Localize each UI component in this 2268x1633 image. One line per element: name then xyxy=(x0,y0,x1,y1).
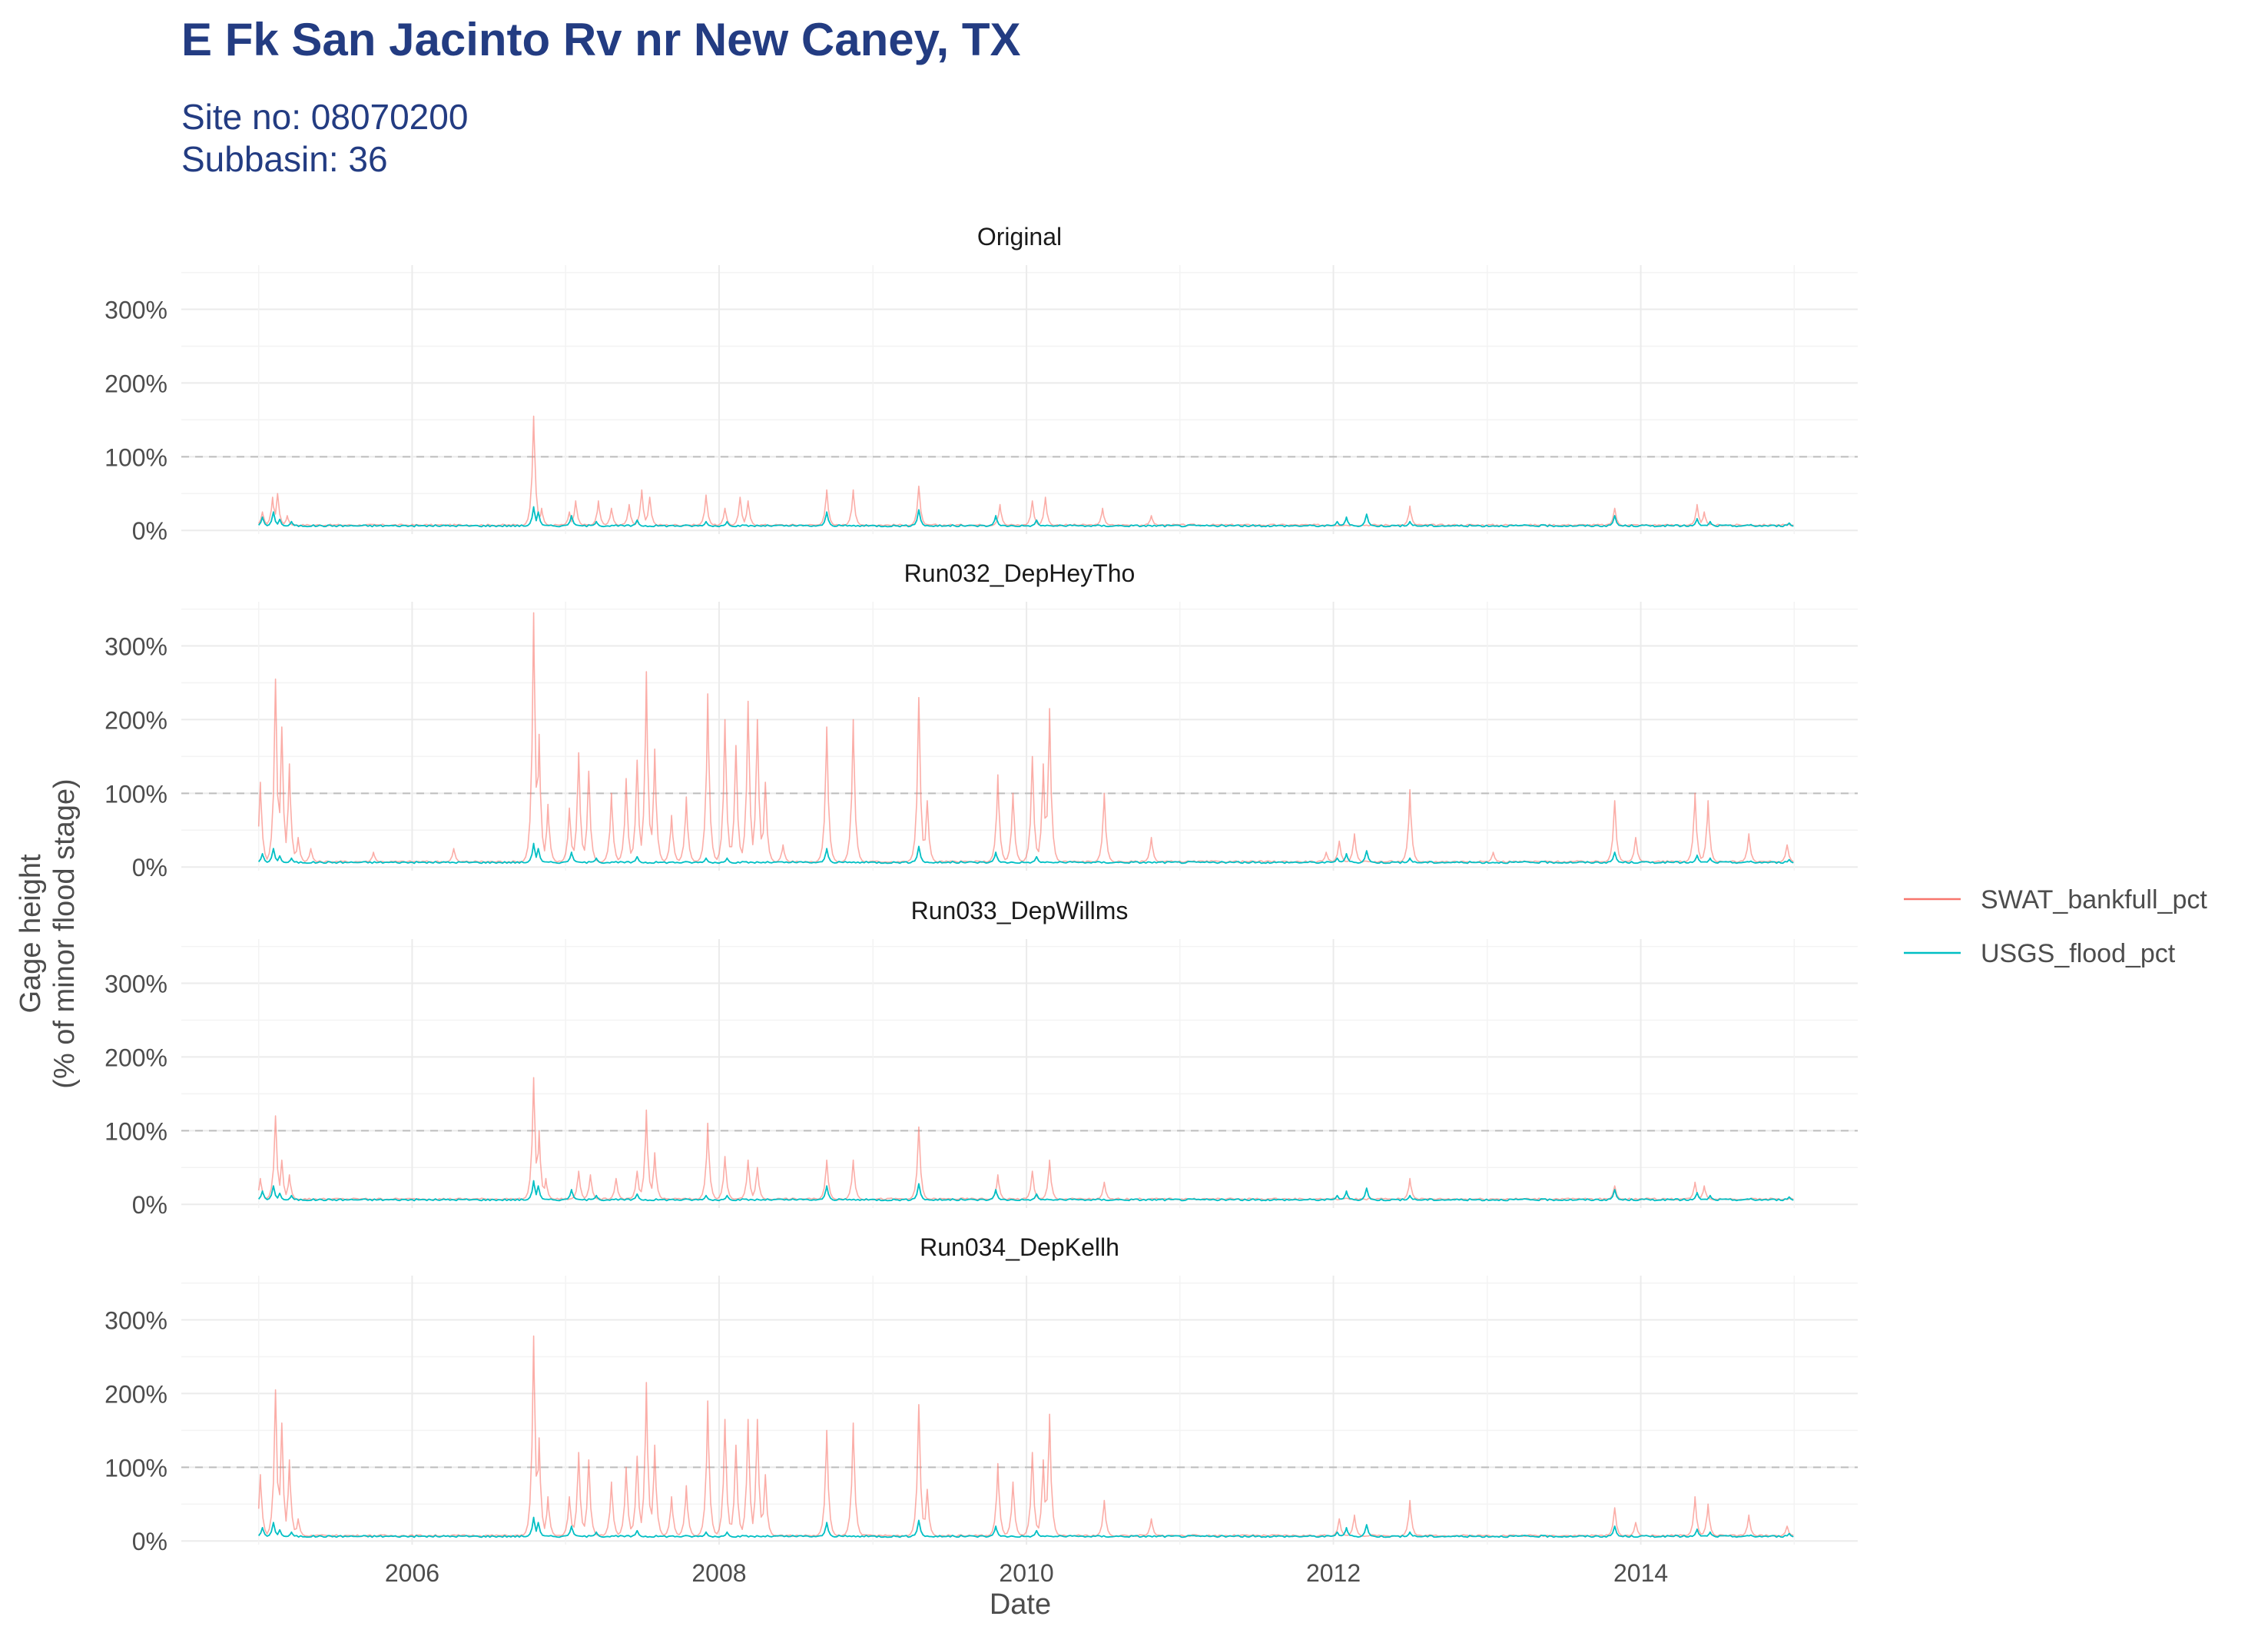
y-tick-label: 0% xyxy=(132,517,167,545)
y-tick-label: 200% xyxy=(104,706,167,734)
panel-Original: Original 0% 100% 200% 300% xyxy=(104,223,1858,545)
y-tick-label: 200% xyxy=(104,1044,167,1071)
panel-strip-label: Run034_DepKellh xyxy=(920,1233,1119,1261)
series-line-swat-bankfull-pct xyxy=(257,1335,1794,1538)
x-tick-label: 2006 xyxy=(385,1559,439,1587)
panel-strip-label: Run032_DepHeyTho xyxy=(904,559,1136,587)
series-line-usgs-flood-pct xyxy=(257,842,1794,865)
y-axis-title-line-2: (% of minor flood stage) xyxy=(48,778,81,1088)
y-tick-label: 300% xyxy=(104,1307,167,1335)
series-line-usgs-flood-pct xyxy=(257,1516,1794,1538)
series-line-swat-bankfull-pct xyxy=(257,612,1794,864)
y-tick-label: 0% xyxy=(132,1528,167,1555)
y-tick-label: 200% xyxy=(104,1380,167,1408)
chart-title: E Fk San Jacinto Rv nr New Caney, TX xyxy=(181,14,1021,65)
panels-group: Original 0% 100% 200% 300% Run032_DepHeyTho 0%… xyxy=(104,223,1858,1555)
y-tick-label: 100% xyxy=(104,1117,167,1145)
legend: SWAT_bankfull_pct USGS_flood_pct xyxy=(1904,885,2207,968)
y-tick-label: 0% xyxy=(132,854,167,881)
chart-subtitle-site: Site no: 08070200 xyxy=(181,97,468,137)
panel-strip-label: Run033_DepWillms xyxy=(911,897,1129,924)
y-axis-title-line-1: Gage height xyxy=(15,854,47,1013)
y-tick-label: 0% xyxy=(132,1191,167,1219)
x-axis: 2006 2008 2010 2012 2014 xyxy=(385,1559,1668,1587)
y-tick-label: 300% xyxy=(104,633,167,661)
y-axis-title: Gage height (% of minor flood stage) xyxy=(15,778,81,1088)
x-tick-label: 2010 xyxy=(999,1559,1053,1587)
y-tick-label: 300% xyxy=(104,297,167,324)
legend-label-swat: SWAT_bankfull_pct xyxy=(1981,885,2207,914)
series-line-swat-bankfull-pct xyxy=(257,415,1794,527)
y-tick-label: 200% xyxy=(104,370,167,397)
panel-Run032_DepHeyTho: Run032_DepHeyTho 0% 100% 200% 300% xyxy=(104,559,1858,881)
x-axis-title: Date xyxy=(990,1588,1051,1621)
x-tick-label: 2014 xyxy=(1613,1559,1668,1587)
y-tick-label: 300% xyxy=(104,971,167,998)
series-line-usgs-flood-pct xyxy=(257,1180,1794,1202)
x-tick-label: 2008 xyxy=(691,1559,746,1587)
panel-strip-label: Original xyxy=(977,223,1062,251)
y-tick-label: 100% xyxy=(104,443,167,471)
legend-label-usgs: USGS_flood_pct xyxy=(1981,939,2176,968)
y-tick-label: 100% xyxy=(104,1454,167,1482)
y-tick-label: 100% xyxy=(104,780,167,808)
x-tick-label: 2012 xyxy=(1306,1559,1361,1587)
chart-subtitle-subbasin: Subbasin: 36 xyxy=(181,139,388,179)
panel-Run034_DepKellh: Run034_DepKellh 0% 100% 200% 300% xyxy=(104,1233,1858,1555)
panel-Run033_DepWillms: Run033_DepWillms 0% 100% 200% 300% xyxy=(104,897,1858,1219)
series-line-usgs-flood-pct xyxy=(257,506,1794,528)
